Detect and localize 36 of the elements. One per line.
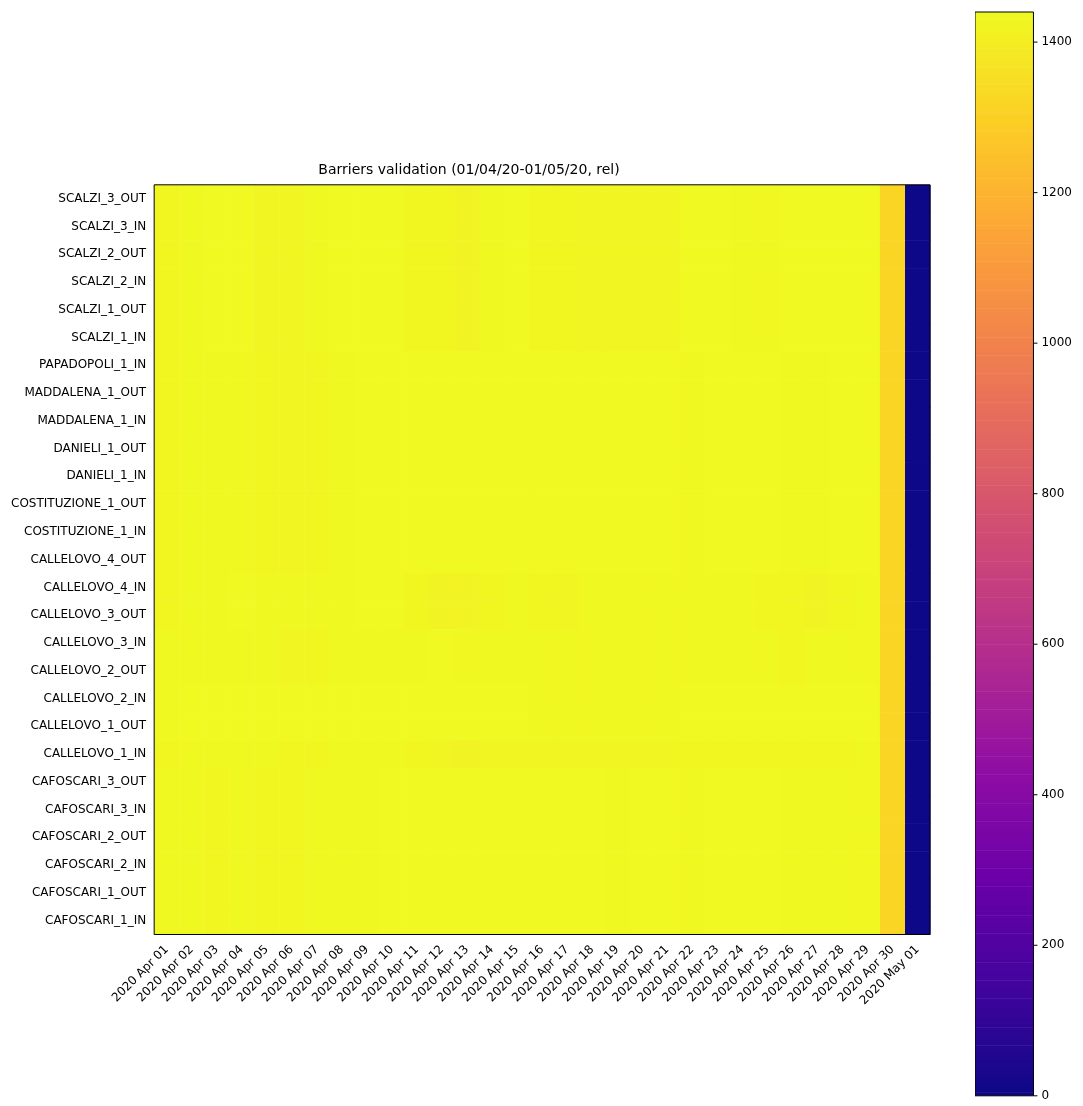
y-tick-label: SCALZI_3_IN [71,218,147,233]
y-tick-label: DANIELI_1_OUT [53,440,147,455]
y-tick-label: CALLELOVO_3_IN [43,635,147,650]
color-bar-label: 1000 [1041,335,1073,350]
y-tick-label: COSTITUZIONE_1_IN [24,524,147,538]
y-tick-label: CAFOSCARI_3_IN [45,801,147,816]
y-tick-label: CAFOSCARI_1_IN [45,912,147,927]
y-tick-label: CALLELOVO_4_IN [43,579,147,594]
y-tick-label: CAFOSCARI_2_OUT [31,829,147,844]
y-tick-label: CAFOSCARI_3_OUT [31,773,147,788]
color-bar-label: 200 [1041,937,1065,952]
y-tick-label: PAPADOPOLI_1_IN [39,357,147,372]
y-tick-label: CALLELOVO_1_IN [43,746,147,761]
color-bar-label: 1400 [1041,34,1073,49]
color-bar-label: 600 [1041,636,1065,651]
y-tick-label: CALLELOVO_1_OUT [30,718,147,733]
color-bar-label: 0 [1041,1087,1050,1102]
y-tick-label: SCALZI_2_OUT [58,246,147,261]
color-bar-label: 400 [1041,786,1065,801]
y-tick-label: DANIELI_1_IN [66,468,147,483]
chart-title: Barriers validation (01/04/20-01/05/20, rel) [318,161,620,178]
y-tick-label: COSTITUZIONE_1_OUT [11,496,147,511]
y-tick-label: SCALZI_1_OUT [58,301,147,316]
y-tick-label: MADDALENA_1_OUT [24,385,147,400]
y-tick-label: SCALZI_3_OUT [58,190,147,205]
y-tick-label: MADDALENA_1_IN [37,412,147,427]
y-tick-label: CALLELOVO_3_OUT [30,607,147,622]
y-tick-label: SCALZI_1_IN [71,329,147,344]
y-tick-label: CALLELOVO_2_IN [43,690,147,705]
y-tick-label: SCALZI_2_IN [71,274,147,289]
y-tick-label: CALLELOVO_2_OUT [30,662,147,677]
color-bar-label: 800 [1041,485,1065,500]
y-tick-label: CAFOSCARI_1_OUT [31,884,147,899]
y-tick-label: CALLELOVO_4_OUT [30,551,147,566]
y-tick-label: CAFOSCARI_2_IN [45,857,147,872]
color-bar-label: 1200 [1041,184,1073,199]
